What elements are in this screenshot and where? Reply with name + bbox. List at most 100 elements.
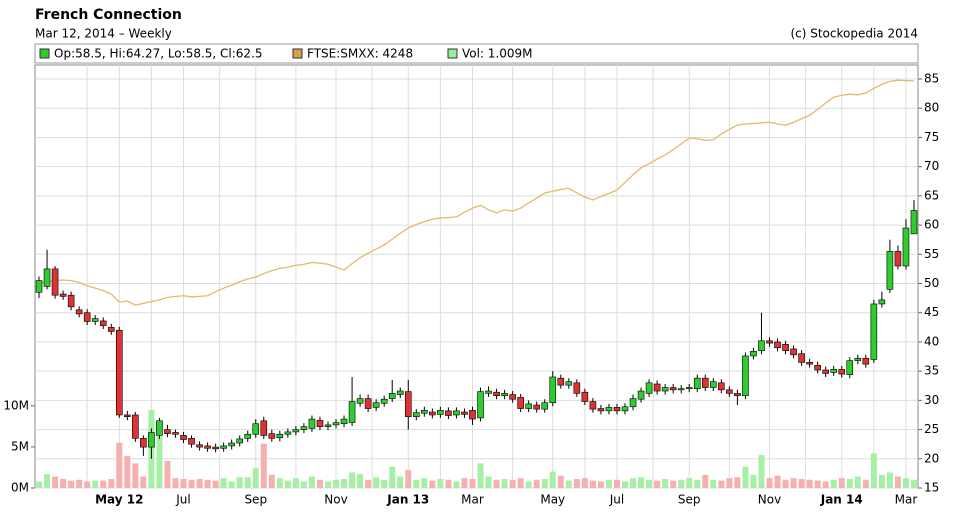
candle-body (661, 387, 669, 392)
volume-bar (782, 479, 789, 488)
volume-bar (806, 479, 813, 488)
legend-box (34, 43, 919, 64)
candle-body (862, 357, 870, 365)
volume-bar (501, 478, 508, 488)
candle-body (822, 369, 829, 374)
volume-bar (100, 480, 107, 488)
volume-bar (196, 478, 203, 488)
candle-body (67, 294, 75, 308)
volume-bar (204, 479, 211, 488)
volume-bar (124, 455, 131, 488)
y2-tick-label: 0M (11, 481, 29, 495)
candle-body (388, 393, 396, 399)
volume-bar (790, 478, 797, 488)
volume-bar (140, 476, 147, 488)
y2-tick-label: 5M (11, 439, 29, 453)
volume-bar (678, 479, 685, 488)
candle-body (188, 438, 195, 445)
candle-body (380, 398, 388, 404)
volume-bar (236, 477, 243, 488)
x-tick-label: Jul (609, 493, 624, 507)
x-tick-label: Jan 14 (820, 493, 863, 507)
chart-title: French Connection (35, 7, 182, 23)
volume-bar (188, 479, 195, 488)
candle-body (276, 433, 284, 439)
candle-body (910, 210, 918, 235)
volume-bar (613, 479, 620, 488)
volume-bar (164, 460, 171, 488)
volume-bar (878, 474, 885, 488)
candle-body (597, 408, 605, 412)
candle-body (244, 433, 252, 439)
volume-bar (541, 478, 548, 488)
candle-body (718, 382, 725, 391)
candle-body (172, 432, 179, 435)
y-tick-label: 40 (924, 334, 939, 348)
legend-label: Op:58.5, Hi:64.27, Lo:58.5, Cl:62.5 (54, 47, 263, 61)
candle-body (356, 398, 364, 404)
volume-bar (300, 481, 307, 488)
volume-bar (902, 478, 909, 488)
volume-bar (373, 477, 380, 488)
candle-body (806, 362, 813, 365)
volume-bar (324, 481, 331, 488)
volume-bar (581, 478, 588, 488)
candle-body (115, 329, 123, 416)
candle-body (517, 397, 524, 409)
volume-bar (429, 480, 436, 488)
volume-bar (814, 480, 821, 488)
volume-bar (52, 476, 59, 488)
candle-body (461, 411, 468, 415)
candle-body (268, 433, 276, 439)
volume-bar (413, 479, 420, 488)
candle-body (148, 432, 155, 448)
candle-body (726, 389, 733, 394)
y-tick-label: 75 (924, 130, 939, 144)
candle-body (164, 429, 171, 434)
volume-bar (525, 481, 532, 488)
volume-bar (870, 453, 877, 488)
candle-body (324, 424, 332, 427)
y-tick-label: 50 (924, 276, 939, 290)
candle-body (99, 320, 107, 326)
candle-body (204, 445, 211, 449)
candle-body (477, 391, 484, 419)
candle-body (710, 381, 717, 388)
volume-bar (838, 478, 845, 488)
candle-body (701, 377, 709, 388)
candle-body (573, 382, 581, 394)
candle-body (613, 407, 621, 412)
candle-body (429, 411, 436, 416)
volume-bar (565, 480, 572, 488)
candle-body (228, 442, 235, 447)
plot-frame (34, 64, 919, 489)
candle-body (316, 419, 324, 427)
candle-body (798, 353, 805, 363)
volume-bar (910, 479, 917, 488)
candle-body (693, 377, 701, 389)
volume-bar (36, 481, 43, 488)
candle-body (830, 369, 838, 373)
candle-body (437, 409, 444, 415)
volume-bar (228, 481, 235, 488)
copyright: (c) Stockopedia 2014 (790, 27, 918, 41)
y-tick-label: 30 (924, 393, 939, 407)
candle-body (196, 444, 203, 448)
candle-body (348, 401, 356, 423)
volume-bar (710, 479, 717, 488)
volume-bar (349, 472, 356, 488)
legend-label: Vol: 1.009M (462, 47, 533, 61)
y-tick-label: 65 (924, 188, 939, 202)
candle-body (525, 403, 532, 409)
volume-bar (702, 474, 709, 488)
volume-bar (742, 466, 749, 488)
candle-body (469, 409, 476, 420)
y-tick-label: 60 (924, 218, 939, 232)
volume-bar (557, 475, 564, 488)
candle-body (653, 383, 661, 392)
volume-bar (84, 481, 91, 488)
volume-bar (469, 478, 476, 488)
candle-body (509, 394, 516, 400)
candle-body (43, 268, 51, 287)
